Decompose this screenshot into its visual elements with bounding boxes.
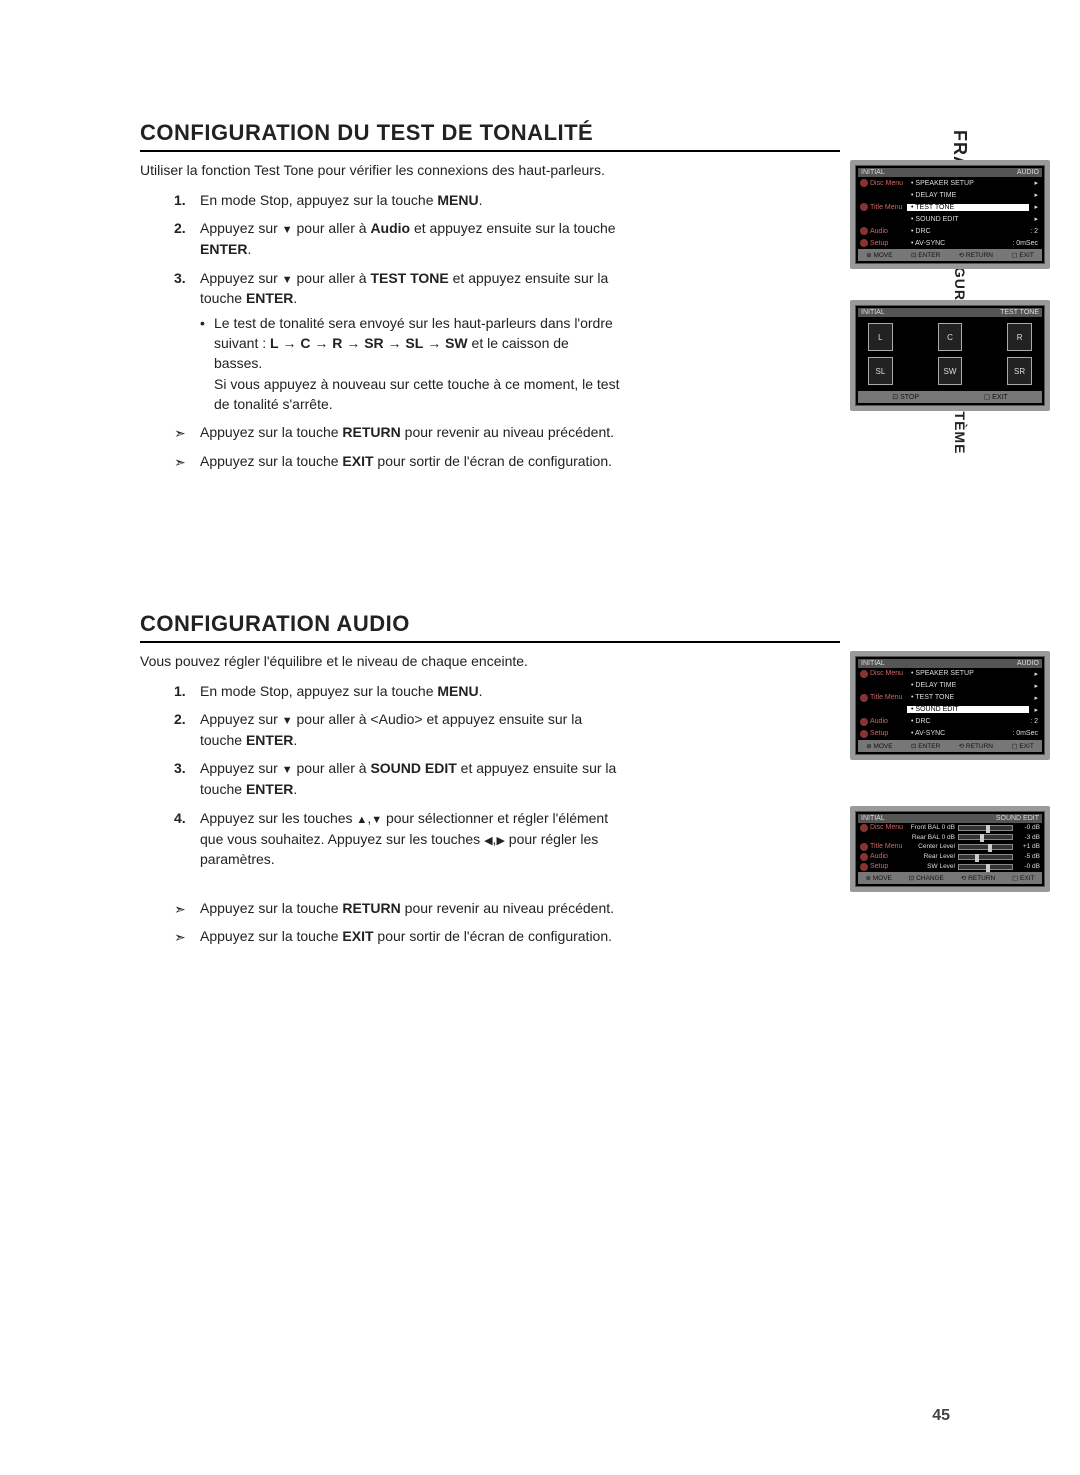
step-2: 2. Appuyez sur pour aller à Audio et app… — [200, 218, 620, 259]
section-audio-config: CONFIGURATION AUDIO Vous pouvez régler l… — [140, 611, 840, 947]
down-icon — [282, 270, 293, 286]
left-icon — [484, 831, 492, 847]
arrow-icon — [346, 335, 360, 351]
screenshot-sound-edit: INITIALSOUND EDIT Disc MenuFront BAL 0 d… — [850, 806, 1050, 892]
step-3-bullet: Le test de tonalité sera envoyé sur les … — [200, 313, 620, 414]
note-return-2: Appuyez sur la touche RETURN pour reveni… — [140, 898, 620, 918]
step-4: 4. Appuyez sur les touches , pour sélect… — [200, 808, 620, 870]
screenshot-audio-menu-1: INITIALAUDIO Disc Menu• SPEAKER SETUP▸ •… — [850, 160, 1050, 269]
speaker-sr-icon: SR — [1007, 357, 1032, 385]
arrow-icon — [282, 335, 296, 351]
intro-audio-config: Vous pouvez régler l'équilibre et le niv… — [140, 653, 840, 669]
screenshot-audio-menu-2: INITIALAUDIO Disc Menu• SPEAKER SETUP▸ •… — [850, 651, 1050, 760]
up-icon — [356, 810, 367, 826]
note-exit-2: Appuyez sur la touche EXIT pour sortir d… — [140, 926, 620, 946]
step-3: 3. Appuyez sur pour aller à TEST TONE et… — [200, 268, 620, 415]
right-icon — [496, 831, 504, 847]
down-icon — [371, 810, 382, 826]
speaker-l-icon: L — [868, 323, 893, 351]
step-2: 2. Appuyez sur pour aller à <Audio> et a… — [200, 709, 620, 750]
step-3: 3. Appuyez sur pour aller à SOUND EDIT e… — [200, 758, 620, 799]
screenshot-test-tone: INITIALTEST TONE L C R SL SW SR ⊡ STOP▢ … — [850, 300, 1050, 411]
note-exit: Appuyez sur la touche EXIT pour sortir d… — [140, 451, 620, 471]
section-test-tone: CONFIGURATION DU TEST DE TONALITÉ Utilis… — [140, 120, 840, 471]
speaker-sw-icon: SW — [938, 357, 963, 385]
step-1: 1. En mode Stop, appuyez sur la touche M… — [200, 681, 620, 701]
title-test-tone: CONFIGURATION DU TEST DE TONALITÉ — [140, 120, 840, 152]
steps-test-tone: 1. En mode Stop, appuyez sur la touche M… — [140, 190, 620, 414]
arrow-icon — [314, 335, 328, 351]
down-icon — [282, 711, 293, 727]
intro-test-tone: Utiliser la fonction Test Tone pour véri… — [140, 162, 840, 178]
speaker-r-icon: R — [1007, 323, 1032, 351]
steps-audio-config: 1. En mode Stop, appuyez sur la touche M… — [140, 681, 620, 870]
step-1: 1. En mode Stop, appuyez sur la touche M… — [200, 190, 620, 210]
down-icon — [282, 760, 293, 776]
page-content: CONFIGURATION DU TEST DE TONALITÉ Utilis… — [140, 120, 840, 946]
page-number: 45 — [932, 1407, 950, 1425]
title-audio-config: CONFIGURATION AUDIO — [140, 611, 840, 643]
down-icon — [282, 220, 293, 236]
arrow-icon — [427, 335, 441, 351]
arrow-icon — [388, 335, 402, 351]
note-return: Appuyez sur la touche RETURN pour reveni… — [140, 422, 620, 442]
speaker-sl-icon: SL — [868, 357, 893, 385]
speaker-c-icon: C — [938, 323, 963, 351]
